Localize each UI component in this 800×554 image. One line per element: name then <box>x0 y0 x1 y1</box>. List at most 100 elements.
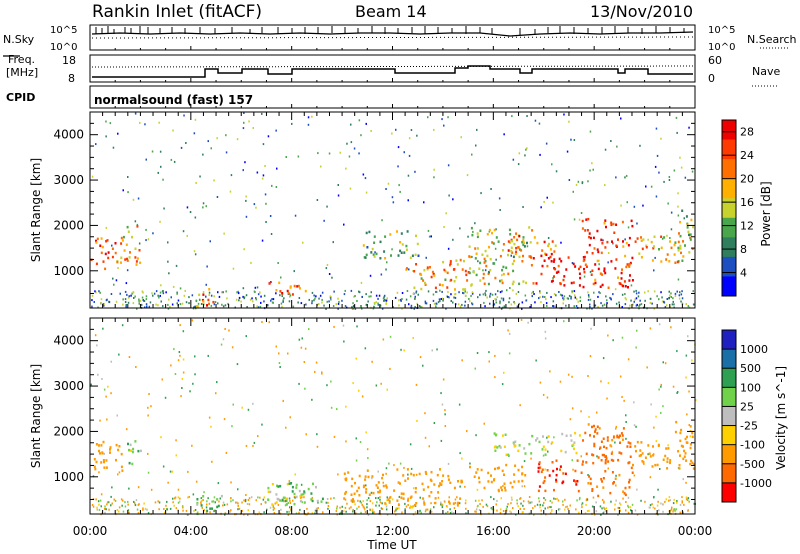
echo-speckle <box>396 291 399 294</box>
echo-speckle <box>221 291 223 294</box>
echo-cell <box>525 281 528 285</box>
echo-speckle <box>330 497 332 500</box>
echo-cell <box>101 245 104 249</box>
echo-cell <box>449 263 451 267</box>
echo-speckle <box>668 297 670 300</box>
echo-cell <box>400 496 403 499</box>
echo-speckle <box>522 504 524 507</box>
echo-speckle <box>280 508 282 511</box>
echo-speckle <box>136 508 139 511</box>
echo-cell <box>616 434 619 438</box>
echo-speckle <box>360 501 363 504</box>
echo-speckle <box>299 508 301 511</box>
echo-speckle <box>127 301 130 304</box>
echo-cell <box>689 425 692 428</box>
echo-speckle <box>466 291 468 294</box>
echo-speckle <box>482 293 485 296</box>
echo-speckle <box>241 501 243 504</box>
echo-cell <box>434 501 437 505</box>
echo-cell <box>537 470 540 473</box>
echo-speckle <box>103 302 105 305</box>
echo-cell <box>545 253 548 256</box>
echo-cell <box>139 261 142 264</box>
echo-speckle <box>367 513 370 516</box>
echo-cell <box>605 446 608 450</box>
echo-cell <box>452 268 455 271</box>
echo-speckle <box>153 292 156 295</box>
echo-cell <box>639 449 642 452</box>
echo-cell <box>609 491 612 495</box>
echo-speckle <box>553 497 555 500</box>
echo-speckle <box>321 291 324 294</box>
echo-cell <box>557 264 560 268</box>
echo-speckle <box>578 218 581 221</box>
echo-speckle <box>358 290 360 293</box>
echo-speckle <box>326 264 329 266</box>
echo-cell <box>291 490 294 493</box>
echo-speckle <box>579 496 581 499</box>
echo-speckle <box>306 507 308 510</box>
echo-speckle <box>476 128 478 131</box>
echo-speckle <box>466 174 469 177</box>
velocity-colorbar-swatch <box>722 444 736 465</box>
echo-cell <box>286 482 289 486</box>
echo-speckle <box>358 119 361 122</box>
echo-speckle <box>242 127 245 130</box>
echo-cell <box>523 447 526 450</box>
echo-speckle <box>317 507 319 509</box>
echo-speckle <box>186 206 189 209</box>
echo-speckle <box>341 299 343 302</box>
echo-speckle <box>375 497 377 500</box>
echo-cell <box>373 255 376 258</box>
echo-cell <box>601 453 604 457</box>
echo-cell <box>542 435 544 438</box>
echo-cell <box>368 230 371 234</box>
echo-speckle <box>520 502 522 505</box>
echo-cell <box>665 258 668 261</box>
echo-speckle <box>532 290 534 293</box>
echo-cell <box>503 486 506 489</box>
echo-speckle <box>386 499 388 502</box>
echo-speckle <box>194 118 197 121</box>
echo-speckle <box>160 436 162 439</box>
echo-speckle <box>445 512 447 515</box>
echo-cell <box>365 488 368 491</box>
echo-cell <box>587 217 590 221</box>
echo-speckle <box>510 502 512 505</box>
echo-cell <box>513 473 516 476</box>
echo-speckle <box>409 295 412 298</box>
echo-speckle <box>552 305 555 308</box>
echo-speckle <box>313 294 315 297</box>
echo-speckle <box>366 503 368 506</box>
echo-speckle <box>96 508 98 511</box>
echo-speckle <box>466 430 468 433</box>
velocity-colorbar-tick: 100 <box>740 381 761 394</box>
echo-cell <box>606 439 609 442</box>
echo-speckle <box>675 116 678 119</box>
echo-speckle <box>311 398 313 401</box>
echo-speckle <box>452 198 454 201</box>
echo-speckle <box>369 500 372 503</box>
echo-speckle <box>546 396 549 399</box>
echo-cell <box>504 433 507 436</box>
echo-speckle <box>594 304 597 307</box>
echo-speckle <box>507 503 509 505</box>
echo-speckle <box>610 298 612 301</box>
echo-cell <box>104 267 107 271</box>
echo-speckle <box>205 205 207 208</box>
echo-speckle <box>673 303 675 306</box>
echo-cell <box>102 440 105 444</box>
echo-speckle <box>316 433 318 436</box>
echo-cell <box>496 467 499 470</box>
echo-cell <box>554 267 557 271</box>
echo-cell <box>542 445 545 448</box>
echo-cell <box>544 453 547 456</box>
echo-cell <box>603 269 606 273</box>
noise-spikes <box>95 26 685 35</box>
echo-speckle <box>595 501 597 504</box>
echo-speckle <box>179 287 182 290</box>
freq-label-line2: [MHz] <box>6 66 38 79</box>
echo-speckle <box>484 269 487 272</box>
echo-speckle <box>375 384 378 387</box>
